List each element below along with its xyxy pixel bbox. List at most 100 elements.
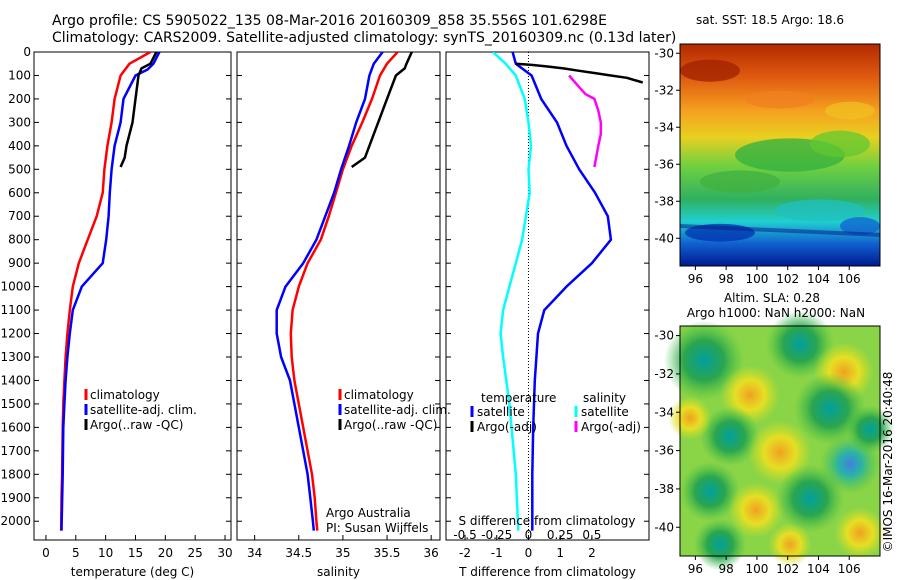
difference-series-line-0 [511, 52, 613, 531]
temperature-series-line-0 [59, 52, 152, 531]
sst-texture-patch [745, 90, 815, 109]
sst_map-x-tick-label: 98 [719, 272, 734, 286]
salinity-x-tick-label: 35 [335, 546, 350, 560]
sst_map-y-tick-label: -32 [654, 83, 674, 97]
depth-tick-label: 1000 [0, 280, 31, 294]
sla-anomaly-blob [846, 405, 894, 454]
temperature-series-line-1 [60, 52, 161, 531]
sst-texture-patch [680, 59, 740, 82]
difference-x-tick-label: -1 [491, 546, 503, 560]
difference-legend-label: Argo(-adj) [477, 420, 537, 434]
difference-plot-frame [445, 51, 650, 541]
salinity-legend-label: satellite-adj. clim. [344, 403, 451, 417]
salinity-difference-tick-label: -0.25 [481, 528, 512, 542]
sst_map-y-tick-label: -36 [654, 157, 674, 171]
sst_map-x-tick-label: 106 [838, 272, 861, 286]
temperature-x-tick-label: 25 [188, 546, 203, 560]
sla-anomaly-blob [694, 518, 746, 571]
sla-map-subtitle: Argo h1000: NaN h2000: NaN [687, 306, 865, 320]
sla-anomaly-blob [768, 522, 812, 567]
sla-anomaly-blob [776, 464, 844, 533]
depth-tick-label: 700 [8, 209, 31, 223]
figure-title-line-2: Climatology: CARS2009. Satellite-adjuste… [52, 30, 677, 46]
salinity-x-axis-label: salinity [317, 565, 360, 579]
sst-texture-patch [810, 130, 870, 158]
salinity-series-line-2 [350, 52, 413, 169]
difference-x-tick-label: -2 [459, 546, 471, 560]
sst_map-x-tick-label: 100 [745, 272, 768, 286]
sla_map-x-tick-label: 102 [776, 562, 799, 576]
sst-map-title: sat. SST: 18.5 Argo: 18.6 [696, 13, 844, 27]
temperature-legend-label: satellite-adj. clim. [90, 403, 197, 417]
salinity-difference-tick-label: 0 [525, 528, 533, 542]
legend-header-temperature: temperature [481, 391, 556, 405]
sst_map-x-tick-label: 102 [776, 272, 799, 286]
difference-x-tick-label: 0 [525, 546, 533, 560]
temperature-x-tick-label: 30 [217, 546, 232, 560]
annotation-line-1: Argo Australia [326, 506, 411, 520]
sla-anomaly-blob [728, 482, 784, 538]
depth-tick-label: 100 [8, 68, 31, 82]
salinity-difference-tick-label: -0.5 [453, 528, 476, 542]
salinity-x-tick-label: 34.5 [285, 546, 312, 560]
depth-tick-label: 0 [23, 45, 31, 59]
depth-tick-label: 1200 [0, 327, 31, 341]
sla_map-x-tick-label: 96 [688, 562, 703, 576]
sst-texture-patch [840, 217, 880, 235]
depth-tick-label: 1300 [0, 350, 31, 364]
difference-legend-label: Argo(-adj) [581, 420, 641, 434]
salinity-x-tick-label: 34 [247, 546, 262, 560]
depth-tick-label: 1400 [0, 373, 31, 387]
sst-texture-band [679, 224, 881, 237]
figure-title-line-1: Argo profile: CS 5905022_135 08-Mar-2016… [52, 13, 607, 29]
sla-anomaly-blob [680, 461, 740, 522]
sst-texture-patch [775, 199, 865, 222]
difference-series-line-3 [568, 74, 603, 168]
sst_map-x-tick-label: 104 [807, 272, 830, 286]
temperature-x-tick-label: 5 [72, 546, 80, 560]
sla_map-y-tick-label: -30 [654, 329, 674, 343]
sst_map-y-tick-label: -38 [654, 194, 674, 208]
sst-texture-patch [825, 101, 875, 120]
depth-tick-label: 1700 [0, 444, 31, 458]
sla_map-y-tick-label: -36 [654, 444, 674, 458]
temperature-plot-frame [33, 51, 232, 541]
salinity-series-line-0 [289, 52, 399, 531]
difference-x-tick-label: 2 [588, 546, 596, 560]
sla_map-y-tick-label: -32 [654, 367, 674, 381]
temperature-x-tick-label: 10 [98, 546, 113, 560]
depth-tick-label: 800 [8, 233, 31, 247]
salinity-plot-frame [236, 51, 441, 541]
sla_map-map-frame [679, 325, 881, 557]
temperature-x-tick-label: 0 [42, 546, 50, 560]
sla_map-x-tick-label: 106 [838, 562, 861, 576]
temperature-x-tick-label: 20 [158, 546, 173, 560]
depth-tick-label: 1500 [0, 397, 31, 411]
depth-tick-label: 1800 [0, 467, 31, 481]
sla-anomaly-blob [700, 406, 760, 467]
depth-tick-label: 1900 [0, 491, 31, 505]
depth-tick-label: 2000 [0, 514, 31, 528]
sla_map-y-tick-label: -40 [654, 520, 674, 534]
sla-map-title: Altim. SLA: 0.28 [724, 291, 820, 305]
difference-legend-label: satellite [581, 405, 629, 419]
sst_map-map-frame [679, 43, 881, 267]
difference-legend-label: satellite [477, 405, 525, 419]
sla_map-y-tick-label: -38 [654, 482, 674, 496]
salinity-difference-tick-label: 0.25 [547, 528, 574, 542]
depth-tick-label: 500 [8, 162, 31, 176]
salinity-legend-label: Argo(..raw -QC) [344, 418, 437, 432]
temperature-legend-label: climatology [90, 388, 160, 402]
depth-tick-label: 600 [8, 186, 31, 200]
depth-tick-label: 1600 [0, 420, 31, 434]
temperature-x-axis-label: temperature (deg C) [71, 565, 194, 579]
difference-x-axis-label: T difference from climatology [458, 565, 636, 579]
sla-anomaly-blob [668, 396, 712, 440]
depth-tick-label: 300 [8, 115, 31, 129]
depth-tick-label: 900 [8, 256, 31, 270]
depth-tick-label: 200 [8, 92, 31, 106]
salinity-series-line-1 [275, 52, 384, 531]
temperature-legend-label: Argo(..raw -QC) [90, 418, 183, 432]
difference-x-tick-label: 1 [556, 546, 564, 560]
